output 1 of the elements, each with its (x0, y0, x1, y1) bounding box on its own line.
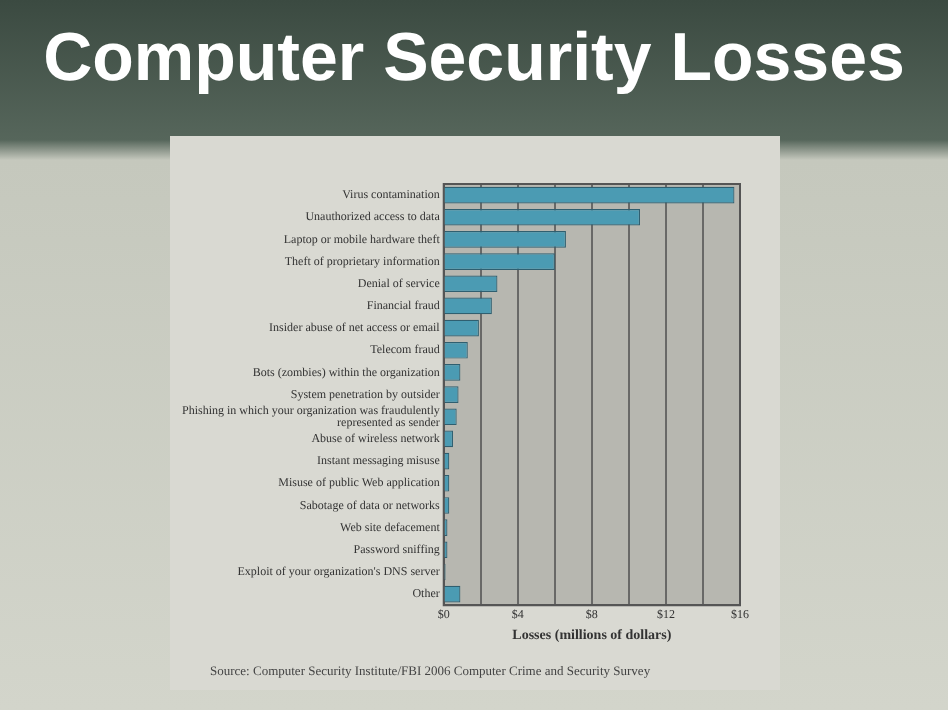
chart-title: Computer Security Losses (41, 20, 907, 98)
